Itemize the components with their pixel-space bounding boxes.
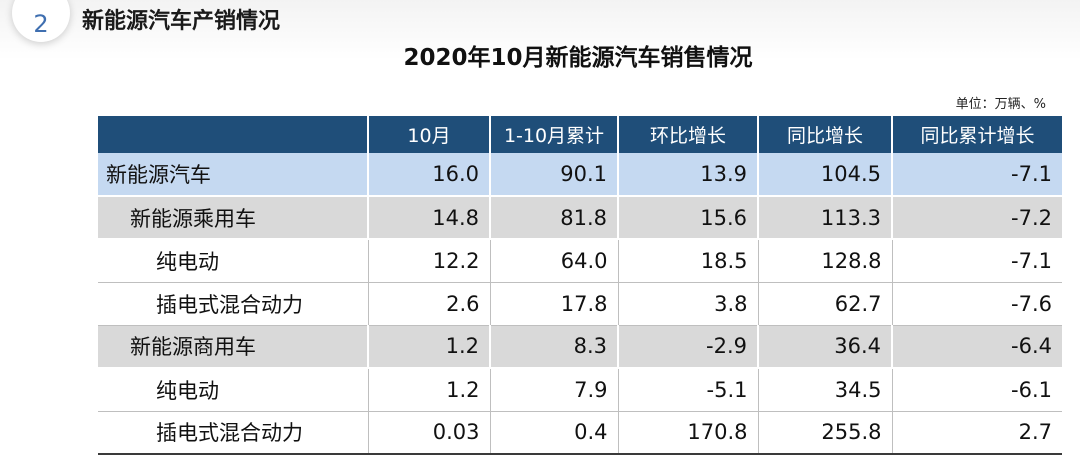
table-row: 新能源商用车 1.2 8.3 -2.9 36.4 -6.4: [98, 325, 1062, 369]
cell-yoy-growth: 255.8: [757, 411, 892, 455]
unit-label: 单位：万辆、%: [955, 97, 1046, 112]
cell-mom-growth: -5.1: [617, 368, 758, 412]
cell-yoy-growth: 128.8: [757, 239, 892, 283]
row-label: 纯电动: [98, 368, 368, 412]
column-header-mom-growth: 环比增长: [617, 116, 758, 153]
cell-ytd: 0.4: [489, 411, 618, 455]
cell-ytd-yoy-growth: -7.1: [891, 153, 1062, 197]
cell-mom-growth: 3.8: [617, 282, 758, 326]
column-header-name: [98, 116, 368, 153]
cell-october: 0.03: [367, 411, 490, 455]
table-row: 纯电动 1.2 7.9 -5.1 34.5 -6.1: [98, 368, 1062, 412]
table-row: 新能源汽车 16.0 90.1 13.9 104.5 -7.1: [98, 153, 1062, 197]
cell-october: 12.2: [367, 239, 490, 283]
section-title: 新能源汽车产销情况: [82, 9, 281, 34]
row-label: 插电式混合动力: [98, 282, 368, 326]
cell-ytd: 81.8: [489, 196, 618, 240]
section-number-badge: 2: [12, 0, 70, 42]
cell-ytd: 64.0: [489, 239, 618, 283]
cell-yoy-growth: 34.5: [757, 368, 892, 412]
cell-october: 2.6: [367, 282, 490, 326]
cell-ytd-yoy-growth: 2.7: [891, 411, 1062, 455]
cell-mom-growth: 170.8: [617, 411, 758, 455]
cell-ytd-yoy-growth: -6.4: [891, 325, 1062, 369]
row-label: 纯电动: [98, 239, 368, 283]
column-header-october: 10月: [367, 116, 490, 153]
cell-ytd-yoy-growth: -7.6: [891, 282, 1062, 326]
cell-october: 1.2: [367, 368, 490, 412]
sales-table: 10月 1-10月累计 环比增长 同比增长 同比累计增长 新能源汽车 16.0 …: [98, 116, 1062, 455]
cell-ytd: 7.9: [489, 368, 618, 412]
section-header: 2 新能源汽车产销情况: [0, 0, 281, 42]
table-row: 插电式混合动力 0.03 0.4 170.8 255.8 2.7: [98, 411, 1062, 455]
column-header-ytd: 1-10月累计: [489, 116, 618, 153]
cell-mom-growth: 15.6: [617, 196, 758, 240]
cell-yoy-growth: 36.4: [757, 325, 892, 369]
cell-mom-growth: -2.9: [617, 325, 758, 369]
cell-mom-growth: 18.5: [617, 239, 758, 283]
cell-ytd-yoy-growth: -6.1: [891, 368, 1062, 412]
table-header-row: 10月 1-10月累计 环比增长 同比增长 同比累计增长: [98, 116, 1062, 153]
cell-ytd-yoy-growth: -7.2: [891, 196, 1062, 240]
cell-ytd: 17.8: [489, 282, 618, 326]
column-header-yoy-growth: 同比增长: [757, 116, 892, 153]
cell-october: 16.0: [367, 153, 490, 197]
cell-ytd-yoy-growth: -7.1: [891, 239, 1062, 283]
cell-october: 14.8: [367, 196, 490, 240]
cell-mom-growth: 13.9: [617, 153, 758, 197]
cell-ytd: 8.3: [489, 325, 618, 369]
row-label: 新能源汽车: [98, 153, 368, 197]
cell-october: 1.2: [367, 325, 490, 369]
table-row: 纯电动 12.2 64.0 18.5 128.8 -7.1: [98, 239, 1062, 283]
table-row: 新能源乘用车 14.8 81.8 15.6 113.3 -7.2: [98, 196, 1062, 240]
cell-yoy-growth: 113.3: [757, 196, 892, 240]
cell-ytd: 90.1: [489, 153, 618, 197]
cell-yoy-growth: 104.5: [757, 153, 892, 197]
row-label: 插电式混合动力: [98, 411, 368, 455]
column-header-ytd-yoy-growth: 同比累计增长: [891, 116, 1062, 153]
cell-yoy-growth: 62.7: [757, 282, 892, 326]
table-title: 2020年10月新能源汽车销售情况: [403, 45, 753, 71]
row-label: 新能源商用车: [98, 325, 368, 369]
row-label: 新能源乘用车: [98, 196, 368, 240]
table-row: 插电式混合动力 2.6 17.8 3.8 62.7 -7.6: [98, 282, 1062, 326]
